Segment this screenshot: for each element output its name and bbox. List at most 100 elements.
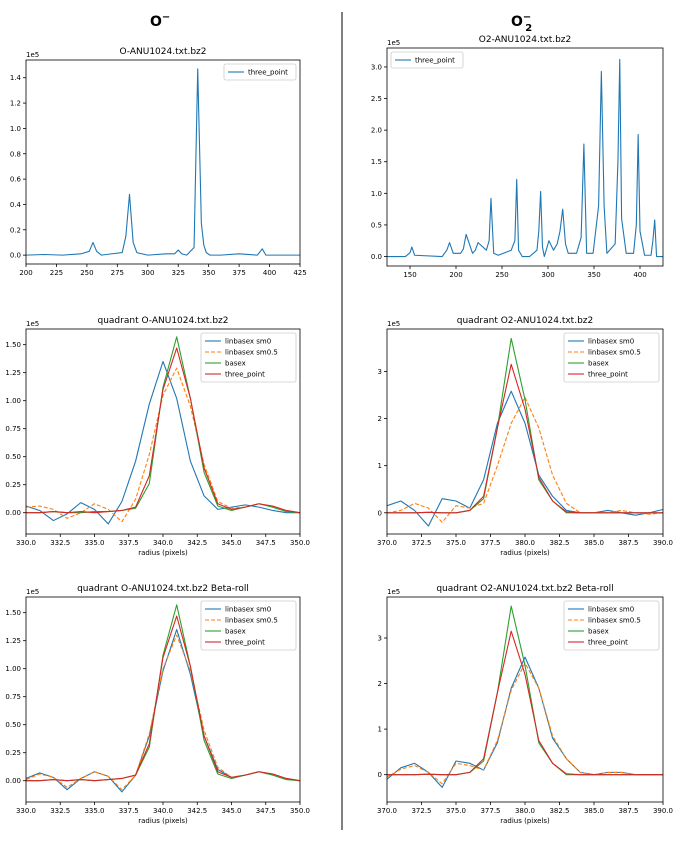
series-group [387, 605, 663, 788]
y-tick-label: 1.50 [5, 609, 21, 617]
y-tick-label: 1.00 [5, 665, 21, 673]
x-tick-label: 340.0 [153, 807, 173, 815]
x-tick-label: 350 [587, 271, 600, 279]
x-tick-label: 377.5 [480, 539, 500, 547]
y-tick-label: 1 [378, 726, 382, 734]
y-tick-label: 3 [378, 635, 382, 643]
y-tick-label: 2.0 [371, 127, 382, 135]
series-line-linbasex-sm0 [26, 360, 300, 525]
x-tick-label: 382.5 [549, 539, 569, 547]
x-tick-label: 347.5 [256, 539, 276, 547]
legend: linbasex sm0 linbasex sm0.5 basex three_poi… [563, 332, 660, 383]
x-tick-label: 250 [495, 271, 508, 279]
legend-entry: linbasex sm0 [588, 606, 634, 614]
legend-entry: three_point [225, 639, 265, 647]
x-axis-label: radius (pixels) [500, 549, 550, 557]
series-group [387, 337, 663, 527]
legend: linbasex sm0 linbasex sm0.5 basex three_poi… [200, 332, 297, 383]
chart-panel-5: quadrant O-ANU1024.txt.bz2 Beta-roll 1e5 3… [5, 584, 310, 825]
legend: three_point [390, 51, 464, 69]
x-tick-label: 350.0 [290, 539, 310, 547]
x-tick-label: 375 [232, 269, 245, 277]
y-tick-label: 1.2 [10, 100, 21, 108]
y-tick-label: 0.0 [10, 252, 21, 260]
y-scale-label: 1e5 [387, 39, 400, 47]
x-tick-label: 385.0 [584, 539, 604, 547]
x-tick-label: 380.0 [515, 539, 535, 547]
x-tick-label: 250 [80, 269, 93, 277]
x-tick-label: 387.5 [618, 807, 638, 815]
x-tick-label: 335.0 [84, 539, 104, 547]
y-tick-label: 1.00 [5, 397, 21, 405]
series-line-three-point [26, 615, 300, 782]
y-scale-label: 1e5 [26, 588, 39, 596]
legend-entry: basex [225, 360, 246, 368]
y-tick-label: 0.50 [5, 453, 21, 461]
series-line-three-point [26, 68, 300, 256]
y-tick-label: 0.25 [5, 749, 21, 757]
x-tick-label: 390.0 [653, 807, 673, 815]
y-tick-label: 3 [378, 368, 382, 376]
x-tick-label: 337.5 [119, 807, 139, 815]
x-tick-label: 300 [541, 271, 554, 279]
legend-entry: basex [588, 360, 609, 368]
legend-entry: linbasex sm0 [225, 606, 271, 614]
legend-entry: linbasex sm0 [588, 338, 634, 346]
y-tick-label: 0.0 [371, 253, 382, 261]
y-tick-label: 0.00 [5, 777, 21, 785]
chart-panel-1: O-ANU1024.txt.bz2 1e5 200 225 250 275 300 325 35… [10, 47, 307, 277]
x-tick-label: 377.5 [480, 807, 500, 815]
y-tick-label: 0.5 [371, 221, 382, 229]
x-tick-label: 385.0 [584, 807, 604, 815]
y-scale-label: 1e5 [387, 588, 400, 596]
y-tick-label: 2 [378, 415, 382, 423]
x-tick-label: 382.5 [549, 807, 569, 815]
legend-box [390, 51, 464, 69]
x-tick-label: 372.5 [411, 539, 431, 547]
series-group [26, 336, 300, 525]
y-scale-label: 1e5 [26, 320, 39, 328]
y-tick-label: 1.25 [5, 637, 21, 645]
legend-box [200, 600, 297, 651]
legend-entry: three_point [588, 639, 628, 647]
chart-title: quadrant O2-ANU1024.txt.bz2 [457, 316, 593, 326]
x-tick-label: 330.0 [16, 807, 36, 815]
chart-panel-3: quadrant O-ANU1024.txt.bz2 1e5 330.0 332.5 3… [5, 316, 310, 557]
right-header-base: O [511, 14, 523, 30]
x-tick-label: 300 [141, 269, 154, 277]
x-tick-label: 345.0 [221, 539, 241, 547]
left-header-base: O [150, 14, 162, 30]
y-tick-label: 0.2 [10, 226, 21, 234]
legend-entry: three_point [588, 371, 628, 379]
y-tick-label: 0.50 [5, 721, 21, 729]
legend-entry: basex [225, 628, 246, 636]
legend-entry: linbasex sm0 [225, 338, 271, 346]
series-group [387, 58, 663, 258]
x-tick-label: 325 [172, 269, 185, 277]
x-axis-label: radius (pixels) [500, 817, 550, 825]
legend: linbasex sm0 linbasex sm0.5 basex three_poi… [200, 600, 297, 651]
plot-frame [25, 59, 301, 265]
legend-box [563, 600, 660, 651]
x-tick-label: 200 [449, 271, 462, 279]
legend-box [200, 332, 297, 383]
y-scale-label: 1e5 [387, 320, 400, 328]
legend: linbasex sm0 linbasex sm0.5 basex three_poi… [563, 600, 660, 651]
y-tick-label: 2.5 [371, 95, 382, 103]
y-tick-label: 1.0 [371, 190, 382, 198]
series-group [26, 604, 300, 793]
series-line-three-point [387, 630, 663, 776]
chart-title: quadrant O2-ANU1024.txt.bz2 Beta-roll [436, 584, 613, 594]
x-tick-label: 342.5 [187, 807, 207, 815]
y-tick-label: 1.4 [10, 74, 22, 82]
chart-title: quadrant O-ANU1024.txt.bz2 [98, 316, 229, 326]
y-tick-label: 0.8 [10, 150, 21, 158]
y-tick-label: 2 [378, 680, 382, 688]
y-tick-label: 0.4 [10, 201, 22, 209]
x-tick-label: 380.0 [515, 807, 535, 815]
legend-entry: linbasex sm0.5 [225, 349, 278, 357]
legend-box [223, 63, 297, 81]
series-line-linbasex-sm0 [387, 390, 663, 527]
y-tick-label: 0.6 [10, 176, 22, 184]
